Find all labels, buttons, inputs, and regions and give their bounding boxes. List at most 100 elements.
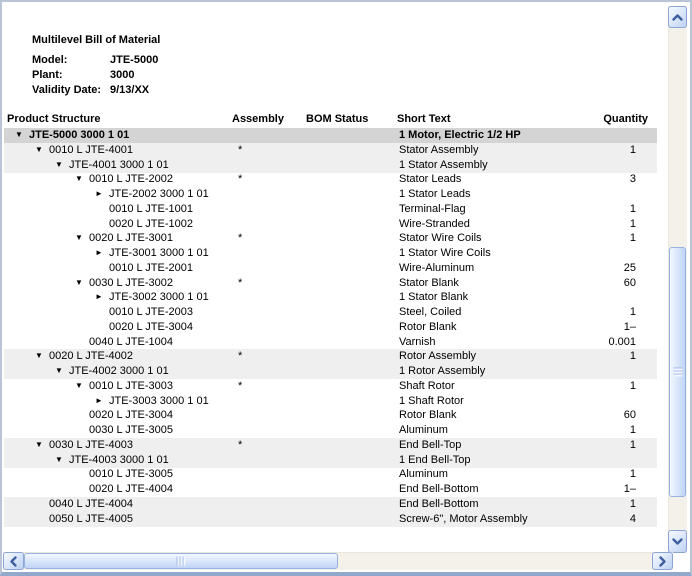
quantity-value: 1 [629, 217, 636, 230]
tree-row[interactable]: 0040 L JTE-1004 Varnish 0.001 [4, 335, 657, 350]
tree-row[interactable]: 0040 L JTE-4004 End Bell-Bottom 1 [4, 497, 657, 512]
collapse-node-icon[interactable]: ▼ [75, 380, 83, 390]
tree-row[interactable]: ► JTE-3002 3000 1 01 1 Stator Blank [4, 290, 657, 305]
short-text-value: Rotor Blank [399, 320, 457, 333]
product-structure-cell: 0050 L JTE-4005 [35, 512, 133, 527]
scroll-down-button[interactable] [668, 530, 687, 553]
item-code: 0010 L JTE-2003 [109, 306, 193, 319]
tree-row[interactable]: ▼ 0010 L JTE-2002 * Stator Leads 3 [4, 172, 657, 187]
collapse-node-icon[interactable]: ▼ [75, 174, 83, 184]
short-text-value: 1 Stator Blank [399, 291, 469, 304]
assembly-indicator: * [238, 276, 243, 289]
product-structure-cell: 0010 L JTE-2001 [95, 261, 193, 276]
tree-row[interactable]: ▼ JTE-4001 3000 1 01 1 Stator Assembly [4, 157, 657, 173]
short-text-value: Screw-6", Motor Assembly [399, 512, 528, 525]
product-structure-cell: ▼ JTE-5000 3000 1 01 [15, 128, 129, 143]
item-code: 0010 L JTE-2002 [89, 173, 173, 186]
product-structure-cell: 0010 L JTE-3005 [75, 467, 173, 482]
tree-row[interactable]: ▼ 0030 L JTE-3002 * Stator Blank 60 [4, 276, 657, 291]
quantity-value: 60 [623, 409, 636, 422]
tree-row[interactable]: 0020 L JTE-1002 Wire-Stranded 1 [4, 217, 657, 232]
tree-row[interactable]: 0010 L JTE-1001 Terminal-Flag 1 [4, 202, 657, 217]
tree-row[interactable]: ► JTE-2002 3000 1 01 1 Stator Leads [4, 187, 657, 202]
short-text-value: Aluminum [399, 424, 448, 437]
tree-row[interactable]: ▼ 0020 L JTE-3001 * Stator Wire Coils 1 [4, 231, 657, 246]
collapse-node-icon[interactable]: ▼ [15, 130, 23, 139]
item-code: 0020 L JTE-4002 [49, 350, 133, 363]
product-structure-cell: ▼ 0010 L JTE-3003 [75, 379, 173, 394]
tree-row[interactable]: 0050 L JTE-4005 Screw-6", Motor Assembly 4 [4, 511, 657, 527]
short-text-value: End Bell-Bottom [399, 483, 479, 496]
item-code: 0030 L JTE-3005 [89, 424, 173, 437]
tree-row[interactable]: ▼ 0030 L JTE-4003 * End Bell-Top 1 [4, 437, 657, 453]
tree-row[interactable]: 0020 L JTE-3004 Rotor Blank 60 [4, 408, 657, 423]
vertical-scrollbar-thumb[interactable] [669, 247, 686, 497]
product-structure-cell: 0010 L JTE-1001 [95, 202, 193, 217]
tree-row[interactable]: ▼ 0010 L JTE-3003 * Shaft Rotor 1 [4, 379, 657, 394]
product-structure-cell: ▼ JTE-4002 3000 1 01 [55, 364, 169, 379]
expand-node-icon[interactable]: ► [95, 395, 103, 405]
tree-row[interactable]: 0020 L JTE-3004 Rotor Blank 1– [4, 320, 657, 335]
quantity-value: 0.001 [608, 335, 636, 348]
assembly-indicator: * [238, 438, 243, 451]
product-structure-cell: 0020 L JTE-3004 [75, 408, 173, 423]
quantity-value: 1 [629, 468, 636, 481]
tree-row[interactable]: ► JTE-3003 3000 1 01 1 Shaft Rotor [4, 394, 657, 409]
tree-row[interactable]: 0010 L JTE-2003 Steel, Coiled 1 [4, 305, 657, 320]
collapse-node-icon[interactable]: ▼ [55, 454, 63, 464]
short-text-value: Aluminum [399, 468, 448, 481]
scroll-left-button[interactable] [3, 552, 24, 570]
short-text-value: Wire-Stranded [399, 217, 470, 230]
item-code: 0030 L JTE-4003 [49, 438, 133, 451]
validity-date-value: 9/13/XX [110, 84, 150, 96]
column-header-quantity: Quantity [603, 113, 648, 125]
collapse-node-icon[interactable]: ▼ [55, 159, 63, 169]
item-code: 0020 L JTE-3004 [109, 320, 193, 333]
horizontal-scrollbar-thumb[interactable] [24, 553, 338, 569]
collapse-node-icon[interactable]: ▼ [75, 233, 83, 243]
tree-row[interactable]: ▼ JTE-5000 3000 1 01 1 Motor, Electric 1/2… [4, 128, 657, 143]
quantity-value: 3 [629, 173, 636, 186]
chevron-right-icon [658, 555, 667, 568]
collapse-node-icon[interactable]: ▼ [35, 351, 43, 361]
expand-node-icon[interactable]: ► [95, 248, 103, 258]
tree-row[interactable]: 0010 L JTE-2001 Wire-Aluminum 25 [4, 261, 657, 276]
short-text-value: Stator Assembly [399, 143, 479, 156]
expand-node-icon[interactable]: ► [95, 292, 103, 302]
collapse-node-icon[interactable]: ▼ [35, 439, 43, 449]
thumb-grip-icon [673, 367, 682, 377]
quantity-value: 1 [629, 350, 636, 363]
tree-row[interactable]: 0010 L JTE-3005 Aluminum 1 [4, 467, 657, 482]
short-text-value: 1 Rotor Assembly [399, 365, 486, 378]
product-structure-cell: ▼ 0020 L JTE-4002 [35, 349, 133, 364]
item-code: 0050 L JTE-4005 [49, 512, 133, 525]
quantity-value: 1 [629, 438, 636, 451]
chevron-down-icon [671, 537, 684, 546]
tree-row[interactable]: ▼ 0020 L JTE-4002 * Rotor Assembly 1 [4, 349, 657, 365]
scroll-up-button[interactable] [668, 6, 687, 28]
validity-date-field: Validity Date: 9/13/XX [32, 84, 149, 96]
tree-row[interactable]: ▼ JTE-4002 3000 1 01 1 Rotor Assembly [4, 364, 657, 380]
item-code: 0040 L JTE-1004 [89, 335, 173, 348]
column-header-assembly: Assembly [232, 113, 284, 125]
expand-node-icon[interactable]: ► [95, 189, 103, 199]
tree-row[interactable]: 0030 L JTE-3005 Aluminum 1 [4, 423, 657, 438]
product-structure-cell: 0040 L JTE-1004 [75, 335, 173, 350]
tree-row[interactable]: 0020 L JTE-4004 End Bell-Bottom 1– [4, 482, 657, 497]
tree-row[interactable]: ▼ JTE-4003 3000 1 01 1 End Bell-Top [4, 452, 657, 468]
short-text-value: Rotor Blank [399, 409, 457, 422]
collapse-node-icon[interactable]: ▼ [75, 277, 83, 287]
tree-row[interactable]: ▼ 0010 L JTE-4001 * Stator Assembly 1 [4, 142, 657, 158]
collapse-node-icon[interactable]: ▼ [55, 366, 63, 376]
collapse-node-icon[interactable]: ▼ [35, 144, 43, 154]
assembly-indicator: * [238, 143, 243, 156]
assembly-indicator: * [238, 350, 243, 363]
short-text-value: Shaft Rotor [399, 379, 455, 392]
scroll-right-button[interactable] [652, 552, 673, 570]
item-code: 0010 L JTE-2001 [109, 261, 193, 274]
quantity-value: 25 [623, 261, 636, 274]
item-code: 0040 L JTE-4004 [49, 498, 133, 510]
tree-row[interactable]: ► JTE-3001 3000 1 01 1 Stator Wire Coils [4, 246, 657, 261]
quantity-value: 1– [623, 483, 636, 496]
item-code: JTE-4002 3000 1 01 [69, 365, 169, 378]
